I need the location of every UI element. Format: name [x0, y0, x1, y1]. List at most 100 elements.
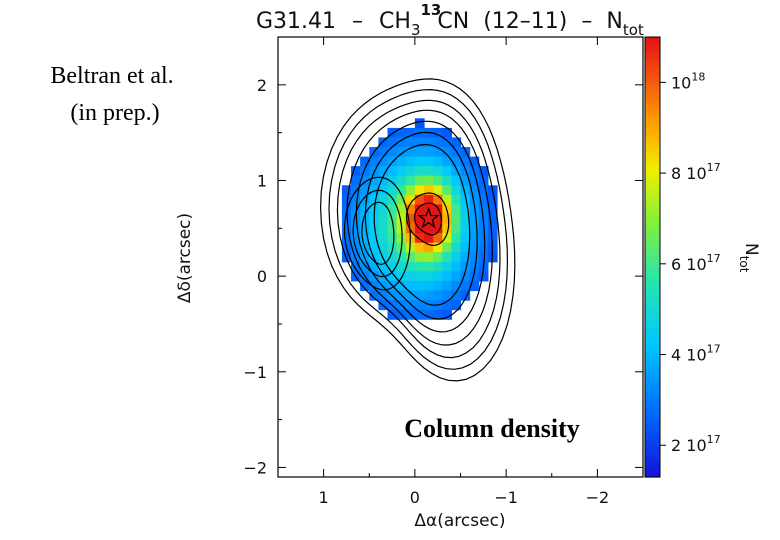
heatmap-cell — [469, 233, 480, 244]
colorbar-segment — [645, 149, 660, 154]
colorbar-segment — [645, 109, 660, 114]
colorbar-segment — [645, 73, 660, 78]
heatmap-cell — [351, 233, 361, 244]
colorbar-segment — [645, 49, 660, 54]
heatmap-cell — [396, 194, 407, 205]
x-axis-label: Δα(arcsec) — [414, 511, 505, 531]
colorbar-segment — [645, 93, 660, 98]
heatmap-cell — [433, 309, 443, 320]
heatmap-cell — [369, 242, 379, 253]
colorbar-segment — [645, 357, 660, 362]
heatmap-cell — [478, 233, 489, 244]
heatmap-cell — [341, 233, 352, 244]
heatmap-cell — [451, 156, 462, 167]
colorbar-segment — [645, 157, 660, 162]
heatmap-cell — [460, 185, 471, 196]
heatmap-cell — [396, 271, 407, 282]
heatmap-cell — [451, 271, 462, 282]
heatmap-cell — [424, 185, 434, 196]
heatmap-cell — [360, 166, 370, 177]
colorbar-segment — [645, 325, 660, 330]
colorbar-segment — [645, 409, 660, 414]
heatmap-cell — [360, 175, 370, 186]
heatmap-cell — [405, 271, 416, 282]
heatmap-cell — [442, 194, 452, 205]
colorbar-frame — [644, 36, 661, 478]
heatmap-cell — [414, 137, 425, 148]
colorbar-segment — [645, 285, 660, 290]
contour-line — [343, 176, 411, 291]
heatmap-cell — [469, 175, 480, 186]
heatmap-cell — [369, 185, 379, 196]
heatmap-cell — [460, 156, 471, 167]
heatmap-cell — [414, 156, 425, 167]
colorbar-segment — [645, 329, 660, 334]
heatmap-cell — [396, 214, 407, 225]
heatmap-cell — [405, 166, 416, 177]
heatmap-cell — [424, 300, 434, 311]
heatmap-cell — [433, 156, 443, 167]
colorbar-segment — [645, 345, 660, 350]
heatmap-cell — [469, 156, 480, 167]
heatmap-cell — [424, 166, 434, 177]
heatmap-cell — [378, 290, 389, 301]
y-tick-label: 2 — [257, 76, 267, 95]
colorbar-segment — [645, 449, 660, 454]
heatmap-cell — [405, 300, 416, 311]
heatmap-cell — [442, 175, 452, 186]
colorbar-segment — [645, 421, 660, 426]
heatmap-cell — [451, 252, 462, 263]
x-tick-label: −2 — [586, 488, 610, 507]
heatmap-cell — [414, 300, 425, 311]
heatmap-cell — [341, 223, 352, 234]
colorbar-segment — [645, 445, 660, 450]
colorbar-segment — [645, 217, 660, 222]
heatmap-cell — [387, 252, 398, 263]
colorbar-segment — [645, 377, 660, 382]
heatmap-cell — [460, 214, 471, 225]
heatmap-cell — [396, 204, 407, 215]
heatmap-cell — [378, 137, 389, 148]
heatmap-cell — [487, 214, 498, 225]
colorbar-segment — [645, 237, 660, 242]
colorbar-segment — [645, 401, 660, 406]
colorbar-segment — [645, 349, 660, 354]
heatmap-cell — [433, 271, 443, 282]
heatmap-cell — [433, 290, 443, 301]
colorbar-segment — [645, 289, 660, 294]
colorbar-segment — [645, 141, 660, 146]
heatmap-cell — [442, 252, 452, 263]
colorbar-segment — [645, 337, 660, 342]
colorbar-segment — [645, 189, 660, 194]
heatmap-cell — [351, 204, 361, 215]
column-density-peak-marker — [417, 206, 440, 229]
heatmap-cell — [487, 233, 498, 244]
heatmap-cell — [424, 175, 434, 186]
heatmap-cell — [469, 185, 480, 196]
colorbar-segment — [645, 65, 660, 70]
heatmap-cell — [378, 185, 389, 196]
heatmap-cell — [341, 185, 352, 196]
heatmap-cell — [387, 271, 398, 282]
heatmap-cell — [405, 127, 416, 139]
heatmap-cell — [451, 242, 462, 253]
heatmap-cell — [351, 214, 361, 225]
heatmap-cell — [351, 166, 361, 177]
overlay-label: Column density — [404, 414, 580, 443]
colorbar-segment — [645, 113, 660, 118]
heatmap-cell — [341, 194, 352, 205]
heatmap-cell — [433, 166, 443, 177]
heatmap-cell — [387, 194, 398, 205]
colorbar-segment — [645, 457, 660, 462]
heatmap-cell — [424, 233, 434, 244]
heatmap-cell — [433, 194, 443, 205]
colorbar-segment — [645, 37, 660, 42]
heatmap-cell — [405, 290, 416, 301]
heatmap-cell — [442, 300, 452, 311]
heatmap-cell — [405, 261, 416, 272]
colorbar-segment — [645, 365, 660, 370]
colorbar-segment — [645, 53, 660, 58]
heatmap-cell — [396, 175, 407, 186]
heatmap-cell — [460, 233, 471, 244]
colorbar-segment — [645, 433, 660, 438]
